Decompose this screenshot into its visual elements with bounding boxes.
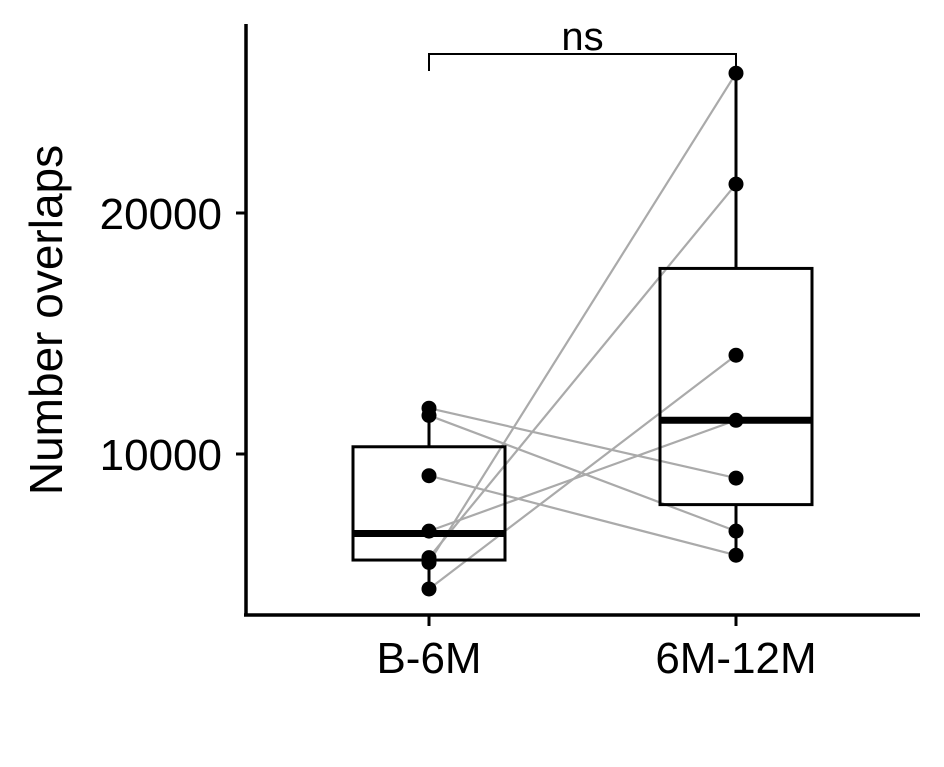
point-b-6m: [421, 581, 437, 597]
y-ticks-group: 10000 20000: [100, 190, 246, 480]
pair-line: [428, 474, 737, 557]
point-b-6m: [421, 468, 437, 484]
x-tick-label: B-6M: [376, 634, 481, 683]
pair-line: [428, 183, 737, 559]
box-body: [351, 445, 507, 562]
axes-group: [244, 24, 920, 617]
x-ticks-group: B-6M 6M-12M: [376, 615, 817, 683]
point-b-6m: [421, 407, 437, 423]
point-6m-12m: [728, 547, 744, 563]
pair-line: [428, 407, 737, 480]
point-6m-12m: [728, 523, 744, 539]
x-tick-label: 6M-12M: [655, 634, 816, 683]
point-b-6m: [421, 554, 437, 570]
y-tick-label: 10000: [100, 431, 222, 480]
point-6m-12m: [728, 412, 744, 428]
points-group: [421, 65, 744, 597]
significance-label: ns: [561, 15, 603, 59]
significance-bracket: [428, 52, 737, 71]
significance-annotation: ns: [428, 15, 737, 71]
boxes-group: [351, 73, 814, 589]
pair-line: [428, 72, 737, 564]
y-axis-title: Number overlaps: [20, 145, 72, 495]
point-6m-12m: [728, 470, 744, 486]
pair-line: [428, 354, 737, 590]
paired-lines-group: [428, 72, 737, 590]
point-6m-12m: [728, 65, 744, 81]
point-b-6m: [421, 523, 437, 539]
box-body: [658, 266, 814, 507]
y-tick-label: 20000: [100, 190, 222, 239]
point-6m-12m: [728, 176, 744, 192]
pair-line: [428, 419, 737, 533]
point-6m-12m: [728, 347, 744, 363]
